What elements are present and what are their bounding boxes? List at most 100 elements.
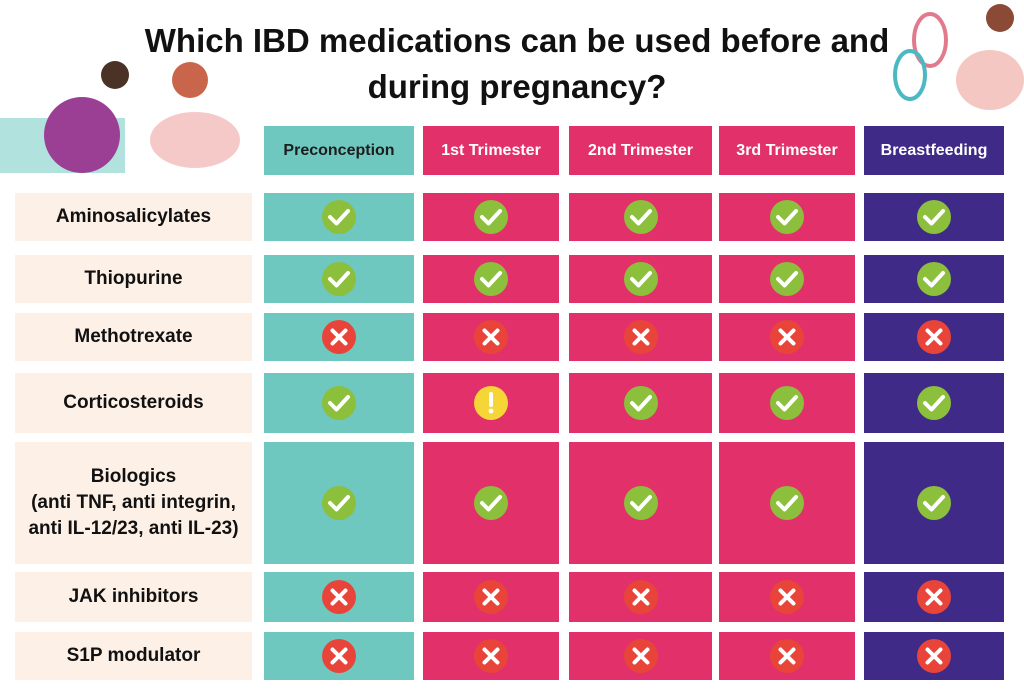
caution-icon	[474, 386, 508, 420]
cross-icon	[623, 580, 658, 614]
row-name: Methotrexate	[74, 326, 193, 347]
person-head	[101, 61, 129, 89]
status-cell	[569, 255, 712, 303]
status-cell	[264, 572, 414, 622]
cross-icon	[474, 639, 508, 673]
row-label: Methotrexate	[15, 313, 252, 361]
status-cell	[569, 572, 712, 622]
cross-icon	[322, 320, 356, 354]
row-label: Biologics (anti TNF, anti integrin, anti …	[15, 442, 252, 564]
status-cell	[719, 313, 855, 361]
cross-icon	[623, 639, 658, 673]
status-cell	[719, 255, 855, 303]
check-icon	[623, 386, 658, 420]
cross-icon	[770, 580, 804, 614]
cross-icon	[623, 320, 658, 354]
check-icon	[623, 262, 658, 296]
status-cell	[569, 442, 712, 564]
status-cell	[719, 442, 855, 564]
status-cell	[719, 632, 855, 680]
row-name: JAK inhibitors	[68, 586, 199, 607]
row-label: Corticosteroids	[15, 373, 252, 433]
check-icon	[474, 262, 508, 296]
cross-icon	[322, 580, 356, 614]
footprint	[893, 49, 927, 101]
row-label: JAK inhibitors	[15, 572, 252, 622]
row-name: S1P modulator	[66, 645, 201, 666]
check-icon	[770, 200, 804, 234]
status-cell	[264, 193, 414, 241]
status-cell	[719, 193, 855, 241]
check-icon	[322, 486, 356, 520]
status-cell	[864, 442, 1004, 564]
cross-icon	[770, 320, 804, 354]
column-header: Breastfeeding	[864, 126, 1004, 175]
status-cell	[423, 572, 559, 622]
check-icon	[917, 386, 951, 420]
column-header: 1st Trimester	[423, 126, 559, 175]
check-icon	[322, 386, 356, 420]
row-name: Thiopurine	[84, 268, 183, 289]
row-label: Thiopurine	[15, 255, 252, 303]
person-body	[150, 112, 240, 168]
status-cell	[864, 193, 1004, 241]
status-cell	[864, 313, 1004, 361]
status-cell	[264, 255, 414, 303]
status-cell	[864, 632, 1004, 680]
person-body	[956, 50, 1024, 110]
status-cell	[569, 313, 712, 361]
row-name: Corticosteroids	[63, 392, 204, 413]
status-cell	[423, 193, 559, 241]
cross-icon	[322, 639, 356, 673]
cross-icon	[770, 639, 804, 673]
row-name: Biologics	[90, 466, 177, 487]
title: Which IBD medications can be used before…	[144, 22, 890, 105]
check-icon	[917, 486, 951, 520]
column-header: 2nd Trimester	[569, 126, 712, 175]
row-label: S1P modulator	[15, 632, 252, 680]
status-cell	[719, 373, 855, 433]
status-cell	[264, 373, 414, 433]
column-header: Preconception	[264, 126, 414, 175]
status-cell	[569, 632, 712, 680]
status-cell	[423, 442, 559, 564]
footprint	[912, 12, 948, 68]
status-cell	[864, 255, 1004, 303]
status-cell	[569, 373, 712, 433]
check-icon	[917, 200, 951, 234]
status-cell	[264, 313, 414, 361]
status-cell	[423, 313, 559, 361]
check-icon	[474, 200, 508, 234]
status-cell	[423, 255, 559, 303]
status-cell	[864, 572, 1004, 622]
status-cell	[423, 373, 559, 433]
row-name: Aminosalicylates	[55, 206, 212, 227]
cross-icon	[474, 320, 508, 354]
person-head	[986, 4, 1014, 32]
check-icon	[917, 262, 951, 296]
cross-icon	[917, 639, 951, 673]
status-cell	[864, 373, 1004, 433]
cross-icon	[474, 580, 508, 614]
column-header: 3rd Trimester	[719, 126, 855, 175]
status-cell	[719, 572, 855, 622]
status-cell	[264, 632, 414, 680]
row-label: Aminosalicylates	[15, 193, 252, 241]
check-icon	[770, 386, 804, 420]
check-icon	[474, 486, 508, 520]
check-icon	[322, 200, 356, 234]
check-icon	[770, 486, 804, 520]
check-icon	[770, 262, 804, 296]
status-cell	[569, 193, 712, 241]
cross-icon	[917, 320, 951, 354]
row-sublabel: (anti TNF, anti integrin, anti IL-12/23,…	[28, 492, 239, 539]
cross-icon	[917, 580, 951, 614]
decoration	[0, 4, 1024, 173]
exercise-ball	[44, 97, 120, 173]
person-head	[172, 62, 208, 98]
check-icon	[623, 200, 658, 234]
check-icon	[623, 486, 658, 520]
status-cell	[264, 442, 414, 564]
check-icon	[322, 262, 356, 296]
